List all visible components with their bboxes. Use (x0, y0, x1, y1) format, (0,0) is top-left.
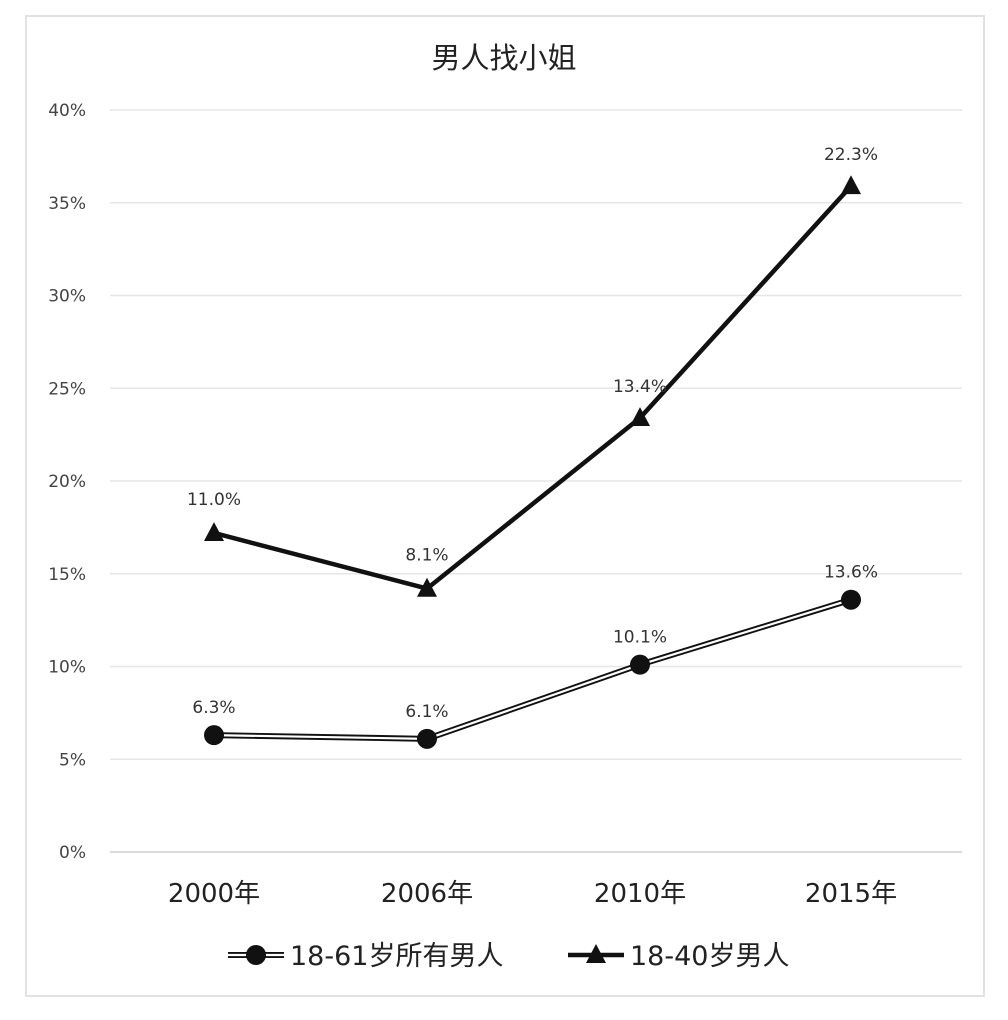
data-point-triangle (841, 175, 861, 195)
data-label: 10.1% (613, 628, 667, 648)
data-point-circle (630, 654, 650, 675)
x-tick-label: 2015年 (805, 879, 897, 909)
legend-label: 18-40岁男人 (630, 941, 789, 972)
series-line-inner (213, 598, 852, 740)
legend-item-2: 18-40岁男人 (568, 941, 789, 972)
x-tick-label: 2006年 (381, 879, 473, 909)
series-2 (204, 175, 861, 597)
data-labels: 6.3% 6.1% 10.1% 13.6% 11.0% 8.1% 13.4% 22.3% (187, 145, 878, 722)
series-1 (204, 589, 861, 749)
y-tick-label: 10% (48, 658, 86, 678)
y-tick-label: 20% (48, 472, 86, 492)
x-axis-tick-labels: 2000年 2006年 2010年 2015年 (168, 879, 897, 909)
y-tick-label: 5% (59, 750, 86, 770)
data-point-circle (417, 728, 437, 749)
data-label: 6.1% (405, 702, 448, 722)
chart-title: 男人找小姐 (431, 41, 576, 75)
y-tick-label: 0% (59, 843, 86, 863)
series-layer (204, 175, 861, 749)
x-tick-label: 2000年 (168, 879, 260, 909)
legend-marker-circle (246, 945, 266, 965)
y-tick-label: 30% (48, 287, 86, 307)
chart-border (25, 15, 985, 997)
data-label: 8.1% (405, 546, 448, 566)
y-tick-label: 40% (48, 101, 86, 121)
data-label: 13.4% (613, 377, 667, 397)
data-label: 11.0% (187, 490, 241, 510)
legend-item-1: 18-61岁所有男人 (228, 941, 503, 972)
data-label: 13.6% (824, 563, 878, 583)
data-point-triangle (204, 522, 224, 542)
data-label: 6.3% (192, 698, 235, 718)
data-point-triangle (630, 407, 650, 427)
series-line (213, 184, 853, 591)
data-point-circle (204, 725, 224, 746)
data-label: 22.3% (824, 145, 878, 165)
y-tick-label: 25% (48, 379, 86, 399)
legend-marker-triangle (586, 944, 606, 963)
data-point-circle (841, 589, 861, 610)
y-tick-label: 15% (48, 565, 86, 585)
y-tick-label: 35% (48, 194, 86, 214)
x-tick-label: 2010年 (594, 879, 686, 909)
y-axis-tick-labels: 0% 5% 10% 15% 20% 25% 30% 35% 40% (48, 101, 86, 863)
legend-label: 18-61岁所有男人 (290, 941, 503, 972)
data-point-triangle (417, 577, 437, 597)
gridlines (110, 109, 962, 853)
legend: 18-61岁所有男人 18-40岁男人 (228, 941, 789, 972)
